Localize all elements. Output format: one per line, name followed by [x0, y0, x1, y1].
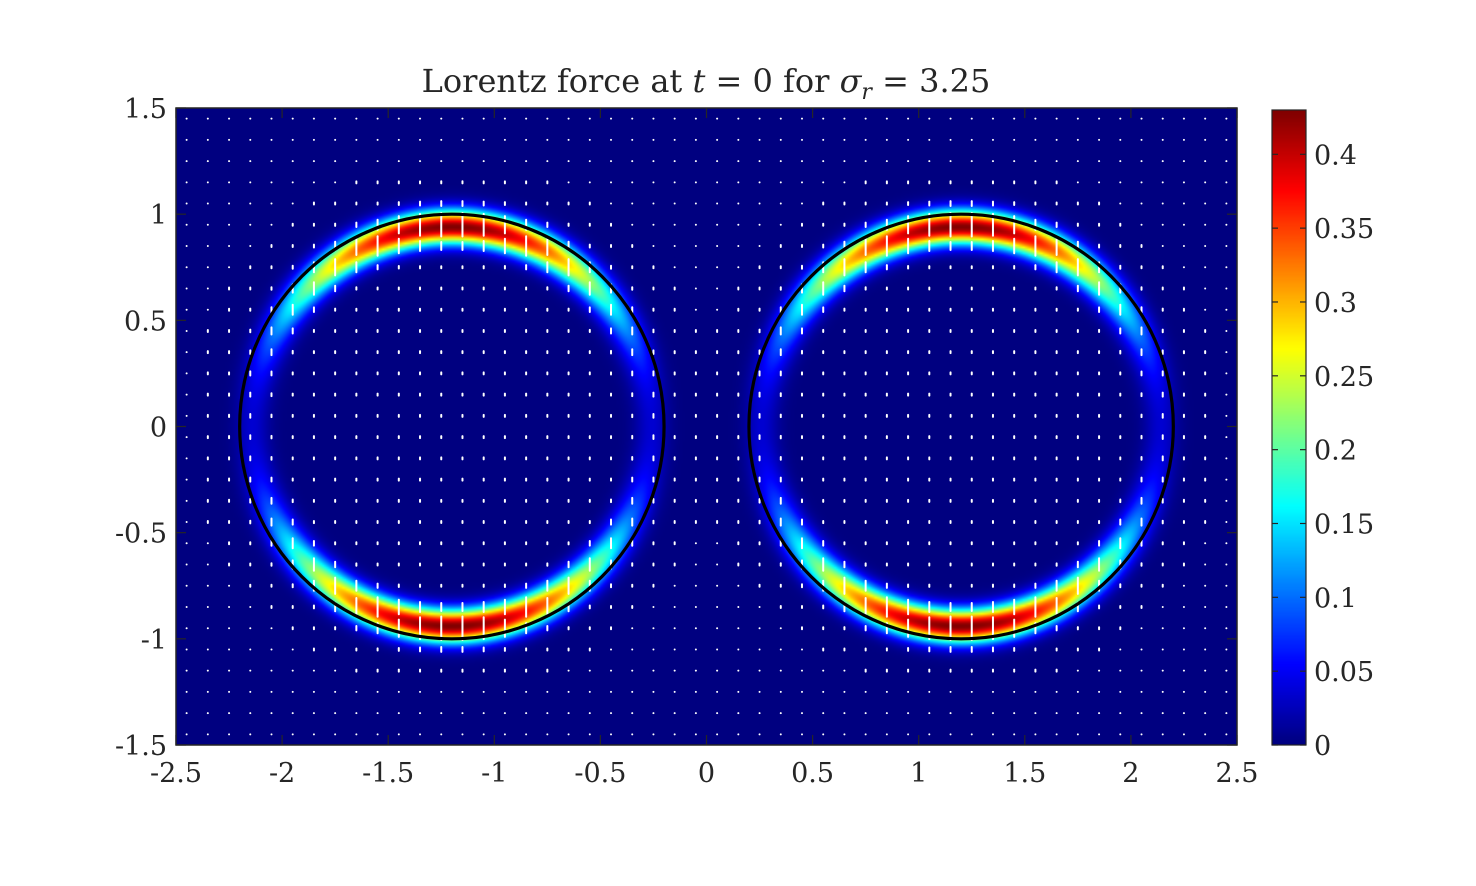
- colorbar-tick-label: 0.35: [1314, 214, 1374, 245]
- y-tick-label: 1.5: [124, 94, 167, 125]
- colorbar-tick-label: 0.4: [1314, 140, 1357, 171]
- colorbar-tick-label: 0.05: [1314, 657, 1374, 688]
- colorbar-tick-label: 0: [1314, 731, 1331, 762]
- x-tick-label: 0: [698, 758, 715, 789]
- plot-area: [176, 108, 1237, 745]
- colorbar: [1272, 110, 1306, 745]
- colorbar-tick-label: 0.1: [1314, 583, 1357, 614]
- x-tick-label: 2.5: [1216, 758, 1259, 789]
- y-tick-label: -1: [141, 625, 167, 656]
- y-tick-label: 1: [150, 200, 167, 231]
- interface-circle-1: [238, 212, 666, 641]
- colorbar-tick-label: 0.3: [1314, 288, 1357, 319]
- x-tick-label: 1.5: [1003, 758, 1046, 789]
- colorbar-tick-label: 0.25: [1314, 362, 1374, 393]
- colorbar-axis: 0 0.05 0.1 0.15 0.2 0.25 0.3 0.35 0.4: [1272, 140, 1374, 762]
- colorbar-tick-label: 0.2: [1314, 436, 1357, 467]
- x-axis: -2.5 -2 -1.5 -1 -0.5 0 0.5 1 1.5 2 2.5: [150, 108, 1259, 789]
- colorbar-frame: [1271, 109, 1307, 746]
- y-tick-label: -0.5: [115, 519, 167, 550]
- x-tick-label: -1.5: [362, 758, 414, 789]
- colorbar-tick-label: 0.15: [1314, 509, 1374, 540]
- heatmap: [176, 108, 1237, 745]
- y-axis: 1.5 1 0.5 0 -0.5 -1 -1.5: [115, 94, 1237, 762]
- interface-circle-2: [747, 212, 1175, 641]
- x-tick-label: -2: [269, 758, 295, 789]
- y-tick-label: 0: [150, 413, 167, 444]
- x-tick-label: 0.5: [791, 758, 834, 789]
- x-tick-label: 2: [1122, 758, 1139, 789]
- x-tick-label: 1: [910, 758, 927, 789]
- interface-circles: [238, 212, 1175, 641]
- x-tick-label: -2.5: [150, 758, 202, 789]
- chart-title: Lorentz force at t = 0 for σr = 3.25: [422, 62, 991, 105]
- y-tick-label: -1.5: [115, 731, 167, 762]
- x-tick-label: -0.5: [574, 758, 626, 789]
- y-tick-label: 0.5: [124, 306, 167, 337]
- x-tick-label: -1: [481, 758, 507, 789]
